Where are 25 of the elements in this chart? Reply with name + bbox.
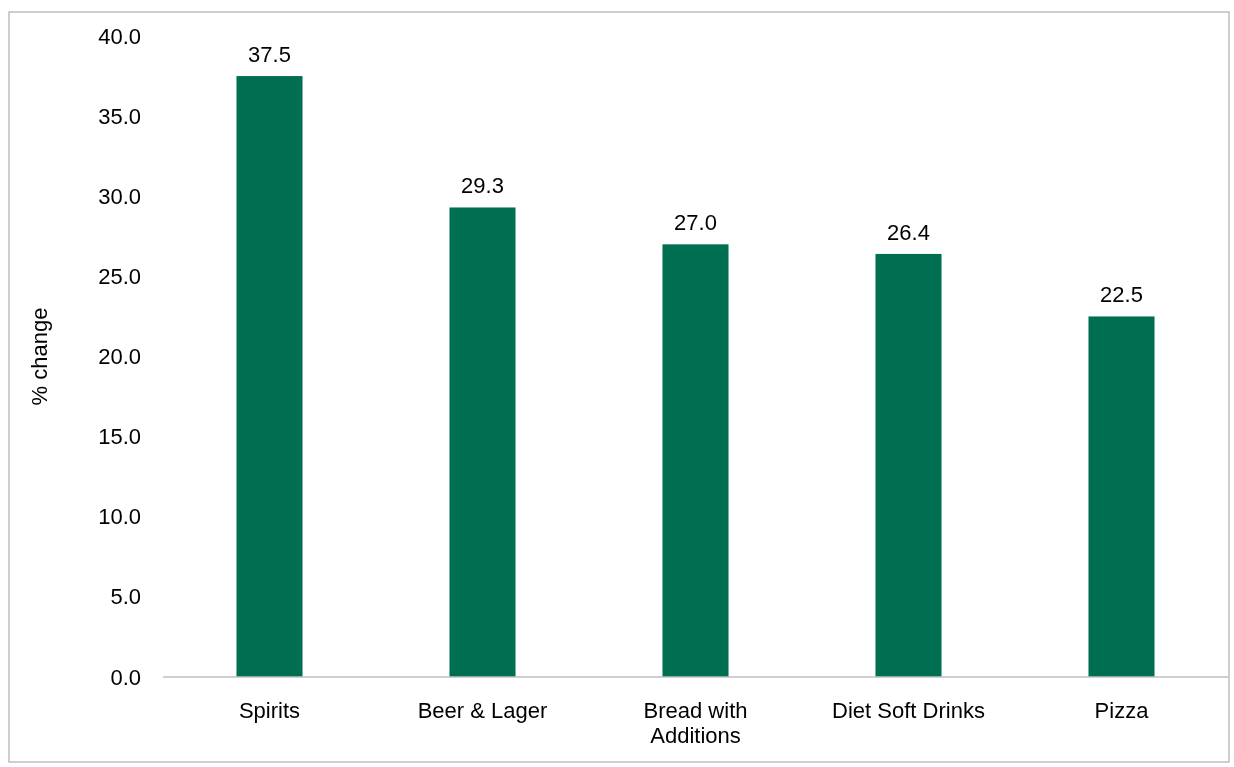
data-label: 29.3 [461, 173, 504, 199]
x-tick-label: Spirits [238, 697, 301, 723]
data-label: 26.4 [887, 219, 930, 245]
y-tick-label: 10.0 [98, 504, 141, 530]
y-tick-label: 25.0 [98, 263, 141, 289]
y-tick-label: 20.0 [98, 344, 141, 370]
bar [1088, 316, 1155, 677]
y-tick-label: 30.0 [98, 183, 141, 209]
y-axis-title: % change [27, 307, 52, 406]
x-tick-label: Bread with Additions [643, 697, 748, 748]
y-tick-label: 5.0 [110, 584, 141, 610]
x-tick-label: Diet Soft Drinks [832, 697, 985, 723]
bar [449, 207, 516, 677]
bar [875, 253, 942, 677]
data-label: 22.5 [1100, 282, 1143, 308]
bar [236, 76, 303, 677]
data-label: 37.5 [248, 42, 291, 68]
x-tick-label: Pizza [1094, 697, 1150, 723]
y-tick-label: 0.0 [110, 664, 141, 690]
bar [662, 244, 729, 677]
y-tick-label: 15.0 [98, 424, 141, 450]
y-tick-label: 35.0 [98, 103, 141, 129]
data-label: 27.0 [674, 210, 717, 236]
x-tick-label: Beer & Lager [417, 697, 548, 723]
y-tick-label: 40.0 [98, 23, 141, 49]
